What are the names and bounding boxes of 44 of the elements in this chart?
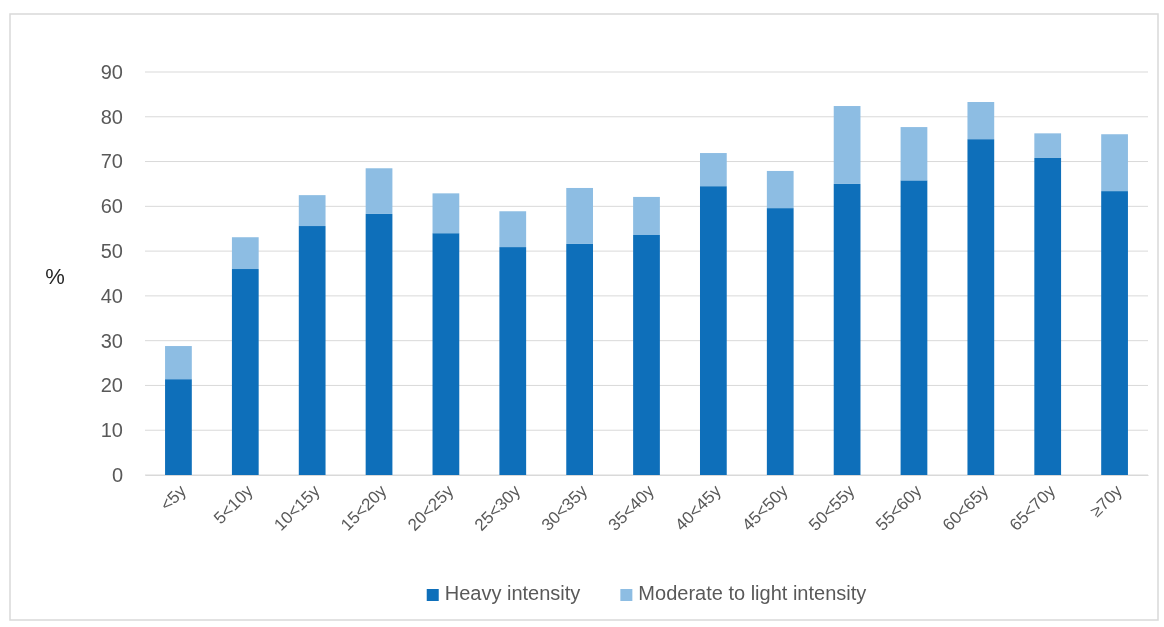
bar — [165, 346, 192, 380]
bar — [499, 211, 527, 248]
y-tick-label: 90 — [100, 60, 123, 83]
bar — [432, 193, 460, 234]
bar — [900, 127, 928, 181]
bar — [365, 213, 393, 475]
bar — [967, 102, 995, 140]
y-tick-label: 40 — [100, 284, 123, 307]
bar — [833, 106, 861, 184]
bar — [231, 237, 259, 270]
bar — [165, 379, 192, 475]
bar — [699, 186, 727, 475]
legend-label: Heavy intensity — [444, 582, 581, 604]
bar — [298, 226, 326, 475]
y-tick-label: 70 — [100, 150, 123, 173]
bar — [967, 139, 995, 475]
bar — [499, 247, 527, 475]
y-axis-title: % — [45, 263, 65, 289]
bar — [766, 208, 794, 475]
bar — [298, 195, 326, 227]
y-tick-label: 50 — [100, 240, 123, 263]
bar — [1034, 133, 1062, 158]
bar — [1101, 134, 1128, 192]
y-tick-label: 60 — [100, 195, 123, 218]
bar — [1034, 157, 1062, 475]
y-tick-label: 30 — [100, 329, 123, 352]
bar — [900, 180, 928, 475]
y-tick-label: 80 — [100, 105, 123, 128]
y-tick-label: 0 — [111, 463, 123, 486]
bar — [633, 234, 660, 475]
bar — [633, 196, 660, 235]
bar — [766, 170, 794, 209]
y-tick-label: 20 — [100, 374, 123, 397]
bar — [231, 269, 259, 475]
bar — [432, 233, 460, 475]
bar — [833, 183, 861, 475]
bar — [1101, 191, 1128, 475]
bar — [566, 243, 594, 475]
bar — [699, 153, 727, 187]
x-tick-label: <5y — [156, 481, 191, 515]
legend-label: Moderate to light intensity — [638, 582, 867, 604]
bar — [365, 168, 393, 214]
y-tick-label: 10 — [100, 419, 123, 442]
bar — [566, 187, 594, 244]
